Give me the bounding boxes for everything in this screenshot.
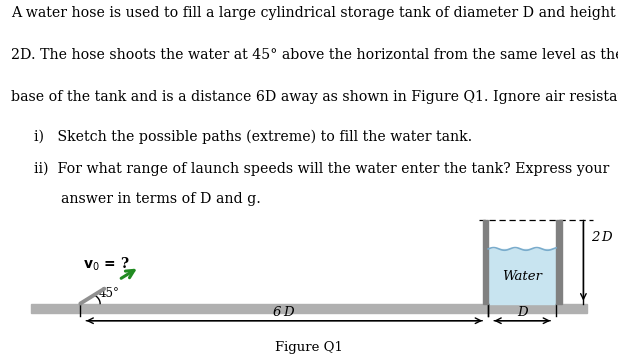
Text: ii)  For what range of launch speeds will the water enter the tank? Express your: ii) For what range of launch speeds will… (34, 162, 609, 176)
Bar (31, 303, 587, 313)
Text: 45°: 45° (99, 287, 120, 300)
Text: Water: Water (502, 270, 542, 283)
Text: A water hose is used to fill a large cylindrical storage tank of diameter D and : A water hose is used to fill a large cyl… (11, 6, 616, 20)
Text: answer in terms of D and g.: answer in terms of D and g. (34, 192, 261, 206)
Text: Figure Q1: Figure Q1 (275, 341, 343, 354)
Bar (488, 249, 556, 303)
Bar (483, 220, 488, 303)
Text: $\mathbf{v}_0$ = ?: $\mathbf{v}_0$ = ? (83, 255, 130, 273)
Text: 2D. The hose shoots the water at 45° above the horizontal from the same level as: 2D. The hose shoots the water at 45° abo… (11, 48, 618, 62)
Text: base of the tank and is a distance 6D away as shown in Figure Q1. Ignore air res: base of the tank and is a distance 6D aw… (11, 90, 618, 104)
Text: i)   Sketch the possible paths (extreme) to fill the water tank.: i) Sketch the possible paths (extreme) t… (34, 130, 472, 144)
Text: D: D (517, 306, 528, 319)
Text: 6 D: 6 D (274, 306, 295, 319)
Text: 2 D: 2 D (591, 231, 612, 244)
Bar (556, 220, 562, 303)
